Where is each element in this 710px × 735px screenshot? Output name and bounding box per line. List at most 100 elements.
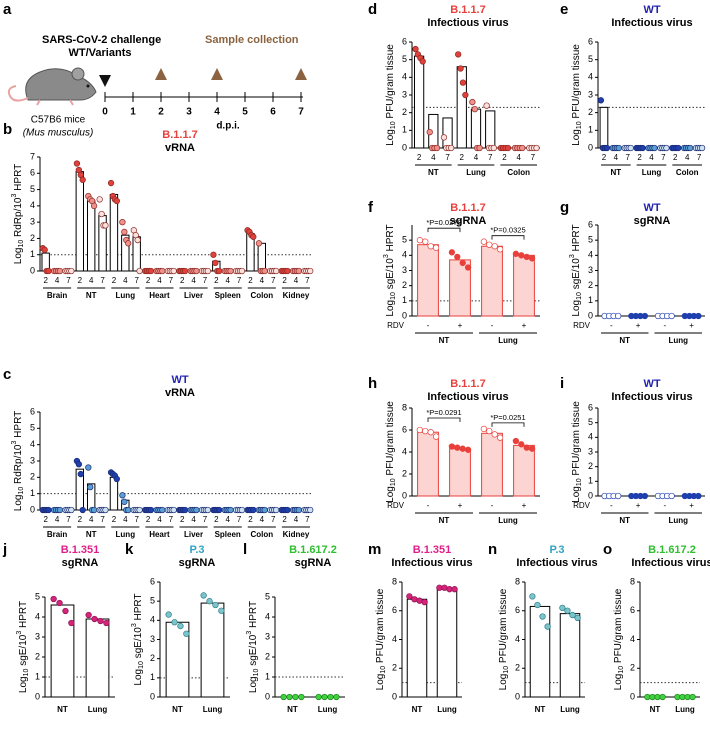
bar [449,259,471,317]
row-label: RDV [573,321,591,330]
data-point [107,179,115,187]
data-point [250,506,257,514]
y-axis-label-part: HPRT [248,601,259,631]
data-point [454,253,461,261]
y-tick-label: 4 [630,634,635,644]
y-tick-label: 2 [402,280,407,290]
data-point [90,202,98,210]
y-axis-label-part: sgE/10 [133,627,144,661]
y-tick-label: 3 [402,89,407,99]
data-point [544,623,551,630]
y-axis-label: Log10 RdRp/103 HPRT [11,411,25,511]
bar [529,605,551,698]
y-axis-label-part: PFU/gram tissue [571,44,582,122]
group-label: Brain [47,291,68,300]
x-tick-label: 4 [55,515,60,524]
chart-subtitle: vRNA [165,387,195,399]
group-label: Colon [250,291,273,300]
data-point [170,267,177,275]
chart-title: B.1.351 [61,544,100,556]
chart-title: WT [643,202,660,214]
y-axis-label-part: 3 [383,254,390,258]
y-tick-label: 4 [402,250,407,260]
panel-label: l [243,541,247,558]
y-axis-label-part: 10 [576,478,583,486]
data-point [574,614,581,622]
bar [109,193,119,272]
data-point [569,611,576,619]
data-point [564,607,571,614]
y-tick-label: 2 [30,472,35,482]
data-point [421,598,428,606]
bar [50,604,75,698]
data-point [136,506,143,514]
data-point [486,241,493,248]
challenge-marker [99,75,111,87]
data-point [170,506,177,514]
y-tick-label: 4 [515,634,520,644]
x-tick-label: 7 [66,276,71,285]
data-point [56,599,63,607]
timeline-tick-label: 1 [130,107,136,118]
y-tick-label: 3 [150,634,155,644]
data-point [519,144,526,152]
x-tick-label: 4 [260,515,265,524]
panel-label: m [368,541,381,558]
y-axis-label: Log10 PFU/gram tissue [498,588,511,690]
x-tick-label: 4 [123,515,128,524]
x-tick-label: + [689,321,694,330]
data-point [426,128,433,136]
x-tick-label: 2 [417,153,422,162]
data-point [159,267,166,275]
data-point [216,506,223,514]
data-point [651,144,658,152]
bar [442,117,453,149]
y-tick-label: 6 [588,402,593,412]
x-tick-label: 4 [431,153,436,162]
y-tick-label: 4 [588,432,593,442]
y-tick-label: 0 [515,691,520,701]
data-point [464,446,472,453]
x-tick-label: 2 [248,515,253,524]
y-tick-label: 2 [630,663,635,673]
bar [599,106,609,149]
collection-label: Sample collection [205,34,299,46]
data-point [136,267,143,275]
significance-label: *P=0.0251 [490,413,525,422]
bar [481,245,503,317]
data-point [119,492,126,499]
group-label: NT [439,516,450,525]
chart-title: B.1.1.7 [450,4,485,16]
y-tick-label: 2 [402,107,407,117]
chart-title: B.1.351 [413,544,452,556]
y-axis-label-part: Log [18,676,29,693]
data-point [125,506,132,514]
group-label: Colon [507,168,530,177]
data-point [125,240,132,247]
x-tick-label: 4 [89,276,94,285]
data-point [298,693,305,701]
y-axis-label-part: 10 [253,668,260,676]
data-point [603,144,611,152]
y-axis-label-part: 10 [390,478,397,486]
chart-title: B.1.617.2 [289,544,337,556]
y-axis-label-part: Log [613,674,624,691]
x-tick-label: 4 [614,153,619,162]
y-tick-label: 0 [402,490,407,500]
data-point [91,615,98,623]
x-tick-label: - [491,321,494,330]
y-tick-label: 2 [515,663,520,673]
data-point [103,619,110,627]
data-point [455,51,462,58]
data-point [523,253,530,261]
y-axis-label-part: 10 [576,121,583,129]
y-tick-label: 8 [392,576,397,586]
y-tick-label: 0 [588,310,593,320]
sample-marker [211,68,223,80]
panel-label: b [3,121,12,138]
data-point [327,693,334,701]
y-axis-label-part: Log [571,129,582,146]
y-axis-label-part: 10 [576,292,583,300]
